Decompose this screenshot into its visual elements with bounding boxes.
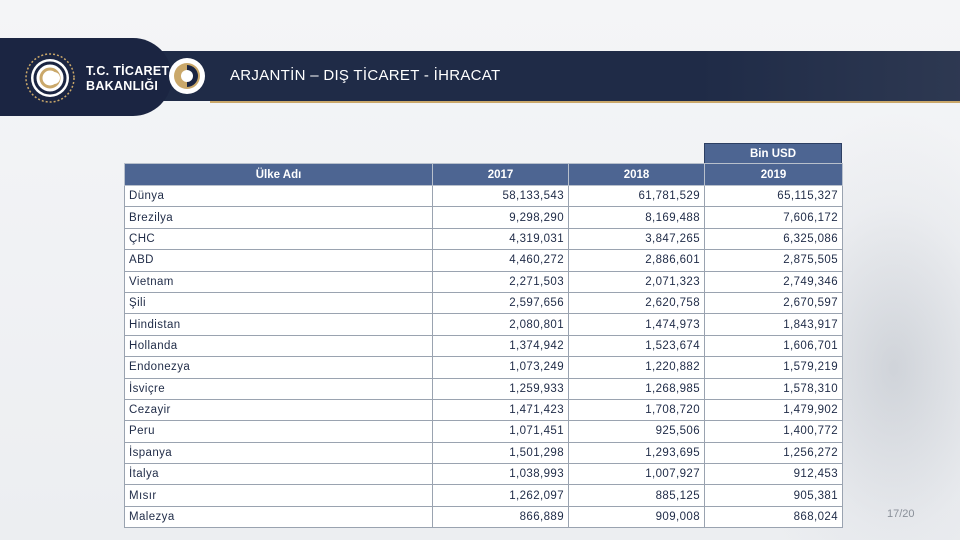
country-cell: İtalya: [124, 463, 433, 486]
value-2018-cell: 1,474,973: [568, 313, 705, 336]
value-2017-cell: 1,262,097: [432, 484, 569, 507]
table-row: Vietnam 2,271,503 2,071,323 2,749,346: [124, 270, 843, 293]
value-2017-cell: 1,501,298: [432, 441, 569, 465]
value-2017-cell: 9,298,290: [432, 206, 569, 229]
value-2018-cell: 885,125: [568, 484, 705, 507]
value-2019-cell: 1,256,272: [704, 441, 843, 465]
country-cell: Hollanda: [124, 334, 433, 358]
table-row: Cezayir 1,471,423 1,708,720 1,479,902: [124, 398, 843, 422]
value-2017-cell: 2,080,801: [432, 313, 569, 336]
country-cell: İsviçre: [124, 377, 433, 400]
value-2019-cell: 1,400,772: [704, 420, 843, 443]
value-2018-cell: 1,708,720: [568, 398, 705, 422]
table-row: Malezya 866,889 909,008 868,024: [124, 505, 843, 529]
country-cell: Brezilya: [124, 206, 433, 229]
value-2018-cell: 2,071,323: [568, 270, 705, 293]
value-2018-cell: 1,523,674: [568, 334, 705, 358]
value-2019-cell: 2,875,505: [704, 249, 843, 272]
value-2018-cell: 2,620,758: [568, 291, 705, 315]
value-2019-cell: 1,479,902: [704, 398, 843, 422]
country-cell: Endonezya: [124, 356, 433, 379]
column-header-2018: 2018: [568, 163, 705, 186]
value-2017-cell: 1,471,423: [432, 398, 569, 422]
value-2018-cell: 909,008: [568, 505, 705, 529]
value-2017-cell: 58,133,543: [432, 184, 569, 208]
page-number: 17/20: [887, 508, 915, 520]
country-cell: İspanya: [124, 441, 433, 465]
header-fade: [700, 51, 960, 101]
value-2019-cell: 905,381: [704, 484, 843, 507]
country-cell: Dünya: [124, 184, 433, 208]
country-cell: ABD: [124, 249, 433, 272]
value-2019-cell: 65,115,327: [704, 184, 843, 208]
value-2018-cell: 1,293,695: [568, 441, 705, 465]
country-cell: Mısır: [124, 484, 433, 507]
table-row: ÇHC 4,319,031 3,847,265 6,325,086: [124, 227, 843, 251]
table-row: Mısır 1,262,097 885,125 905,381: [124, 484, 843, 507]
value-2018-cell: 1,007,927: [568, 463, 705, 486]
value-2018-cell: 61,781,529: [568, 184, 705, 208]
export-table: Ülke Adı 2017 2018 2019 Dünya 58,133,543…: [124, 163, 843, 529]
value-2019-cell: 1,606,701: [704, 334, 843, 358]
value-2019-cell: 7,606,172: [704, 206, 843, 229]
value-2017-cell: 1,073,249: [432, 356, 569, 379]
value-2017-cell: 2,271,503: [432, 270, 569, 293]
country-cell: Cezayir: [124, 398, 433, 422]
column-header-2019: 2019: [704, 163, 843, 186]
value-2019-cell: 2,670,597: [704, 291, 843, 315]
table-row: İsviçre 1,259,933 1,268,985 1,578,310: [124, 377, 843, 400]
value-2017-cell: 1,374,942: [432, 334, 569, 358]
value-2019-cell: 912,453: [704, 463, 843, 486]
value-2019-cell: 1,578,310: [704, 377, 843, 400]
table-row: Brezilya 9,298,290 8,169,488 7,606,172: [124, 206, 843, 229]
page-title: ARJANTİN – DIŞ TİCARET - İHRACAT: [230, 67, 501, 84]
country-cell: Malezya: [124, 505, 433, 529]
value-2017-cell: 4,460,272: [432, 249, 569, 272]
country-cell: Hindistan: [124, 313, 433, 336]
table-row: Şili 2,597,656 2,620,758 2,670,597: [124, 291, 843, 315]
ministry-name-line1: T.C. TİCARET: [86, 64, 170, 78]
table-row: Endonezya 1,073,249 1,220,882 1,579,219: [124, 356, 843, 379]
country-cell: ÇHC: [124, 227, 433, 251]
value-2019-cell: 1,579,219: [704, 356, 843, 379]
table-row: İtalya 1,038,993 1,007,927 912,453: [124, 463, 843, 486]
value-2017-cell: 1,071,451: [432, 420, 569, 443]
value-2018-cell: 3,847,265: [568, 227, 705, 251]
value-2019-cell: 868,024: [704, 505, 843, 529]
table-row: Hindistan 2,080,801 1,474,973 1,843,917: [124, 313, 843, 336]
ministry-name-line2: BAKANLIĞI: [86, 79, 159, 93]
value-2018-cell: 8,169,488: [568, 206, 705, 229]
value-2017-cell: 866,889: [432, 505, 569, 529]
ministry-name: T.C. TİCARET BAKANLIĞI: [86, 64, 169, 94]
ring-icon: [169, 58, 205, 94]
country-cell: Şili: [124, 291, 433, 315]
value-2018-cell: 925,506: [568, 420, 705, 443]
column-header-country: Ülke Adı: [124, 163, 433, 186]
country-cell: Vietnam: [124, 270, 433, 293]
value-2019-cell: 2,749,346: [704, 270, 843, 293]
value-2017-cell: 2,597,656: [432, 291, 569, 315]
table-row: ABD 4,460,272 2,886,601 2,875,505: [124, 249, 843, 272]
value-2019-cell: 1,843,917: [704, 313, 843, 336]
table-header-row: Ülke Adı 2017 2018 2019: [124, 163, 843, 186]
table-row: Dünya 58,133,543 61,781,529 65,115,327: [124, 184, 843, 208]
gold-divider: [210, 101, 960, 103]
value-2017-cell: 1,038,993: [432, 463, 569, 486]
value-2018-cell: 1,268,985: [568, 377, 705, 400]
table-row: İspanya 1,501,298 1,293,695 1,256,272: [124, 441, 843, 465]
value-2017-cell: 1,259,933: [432, 377, 569, 400]
ministry-seal-icon: [25, 53, 75, 103]
country-cell: Peru: [124, 420, 433, 443]
logo-panel: [0, 38, 172, 116]
value-2018-cell: 2,886,601: [568, 249, 705, 272]
value-2018-cell: 1,220,882: [568, 356, 705, 379]
unit-label: Bin USD: [704, 143, 842, 164]
table-row: Peru 1,071,451 925,506 1,400,772: [124, 420, 843, 443]
value-2019-cell: 6,325,086: [704, 227, 843, 251]
table-row: Hollanda 1,374,942 1,523,674 1,606,701: [124, 334, 843, 358]
value-2017-cell: 4,319,031: [432, 227, 569, 251]
column-header-2017: 2017: [432, 163, 569, 186]
